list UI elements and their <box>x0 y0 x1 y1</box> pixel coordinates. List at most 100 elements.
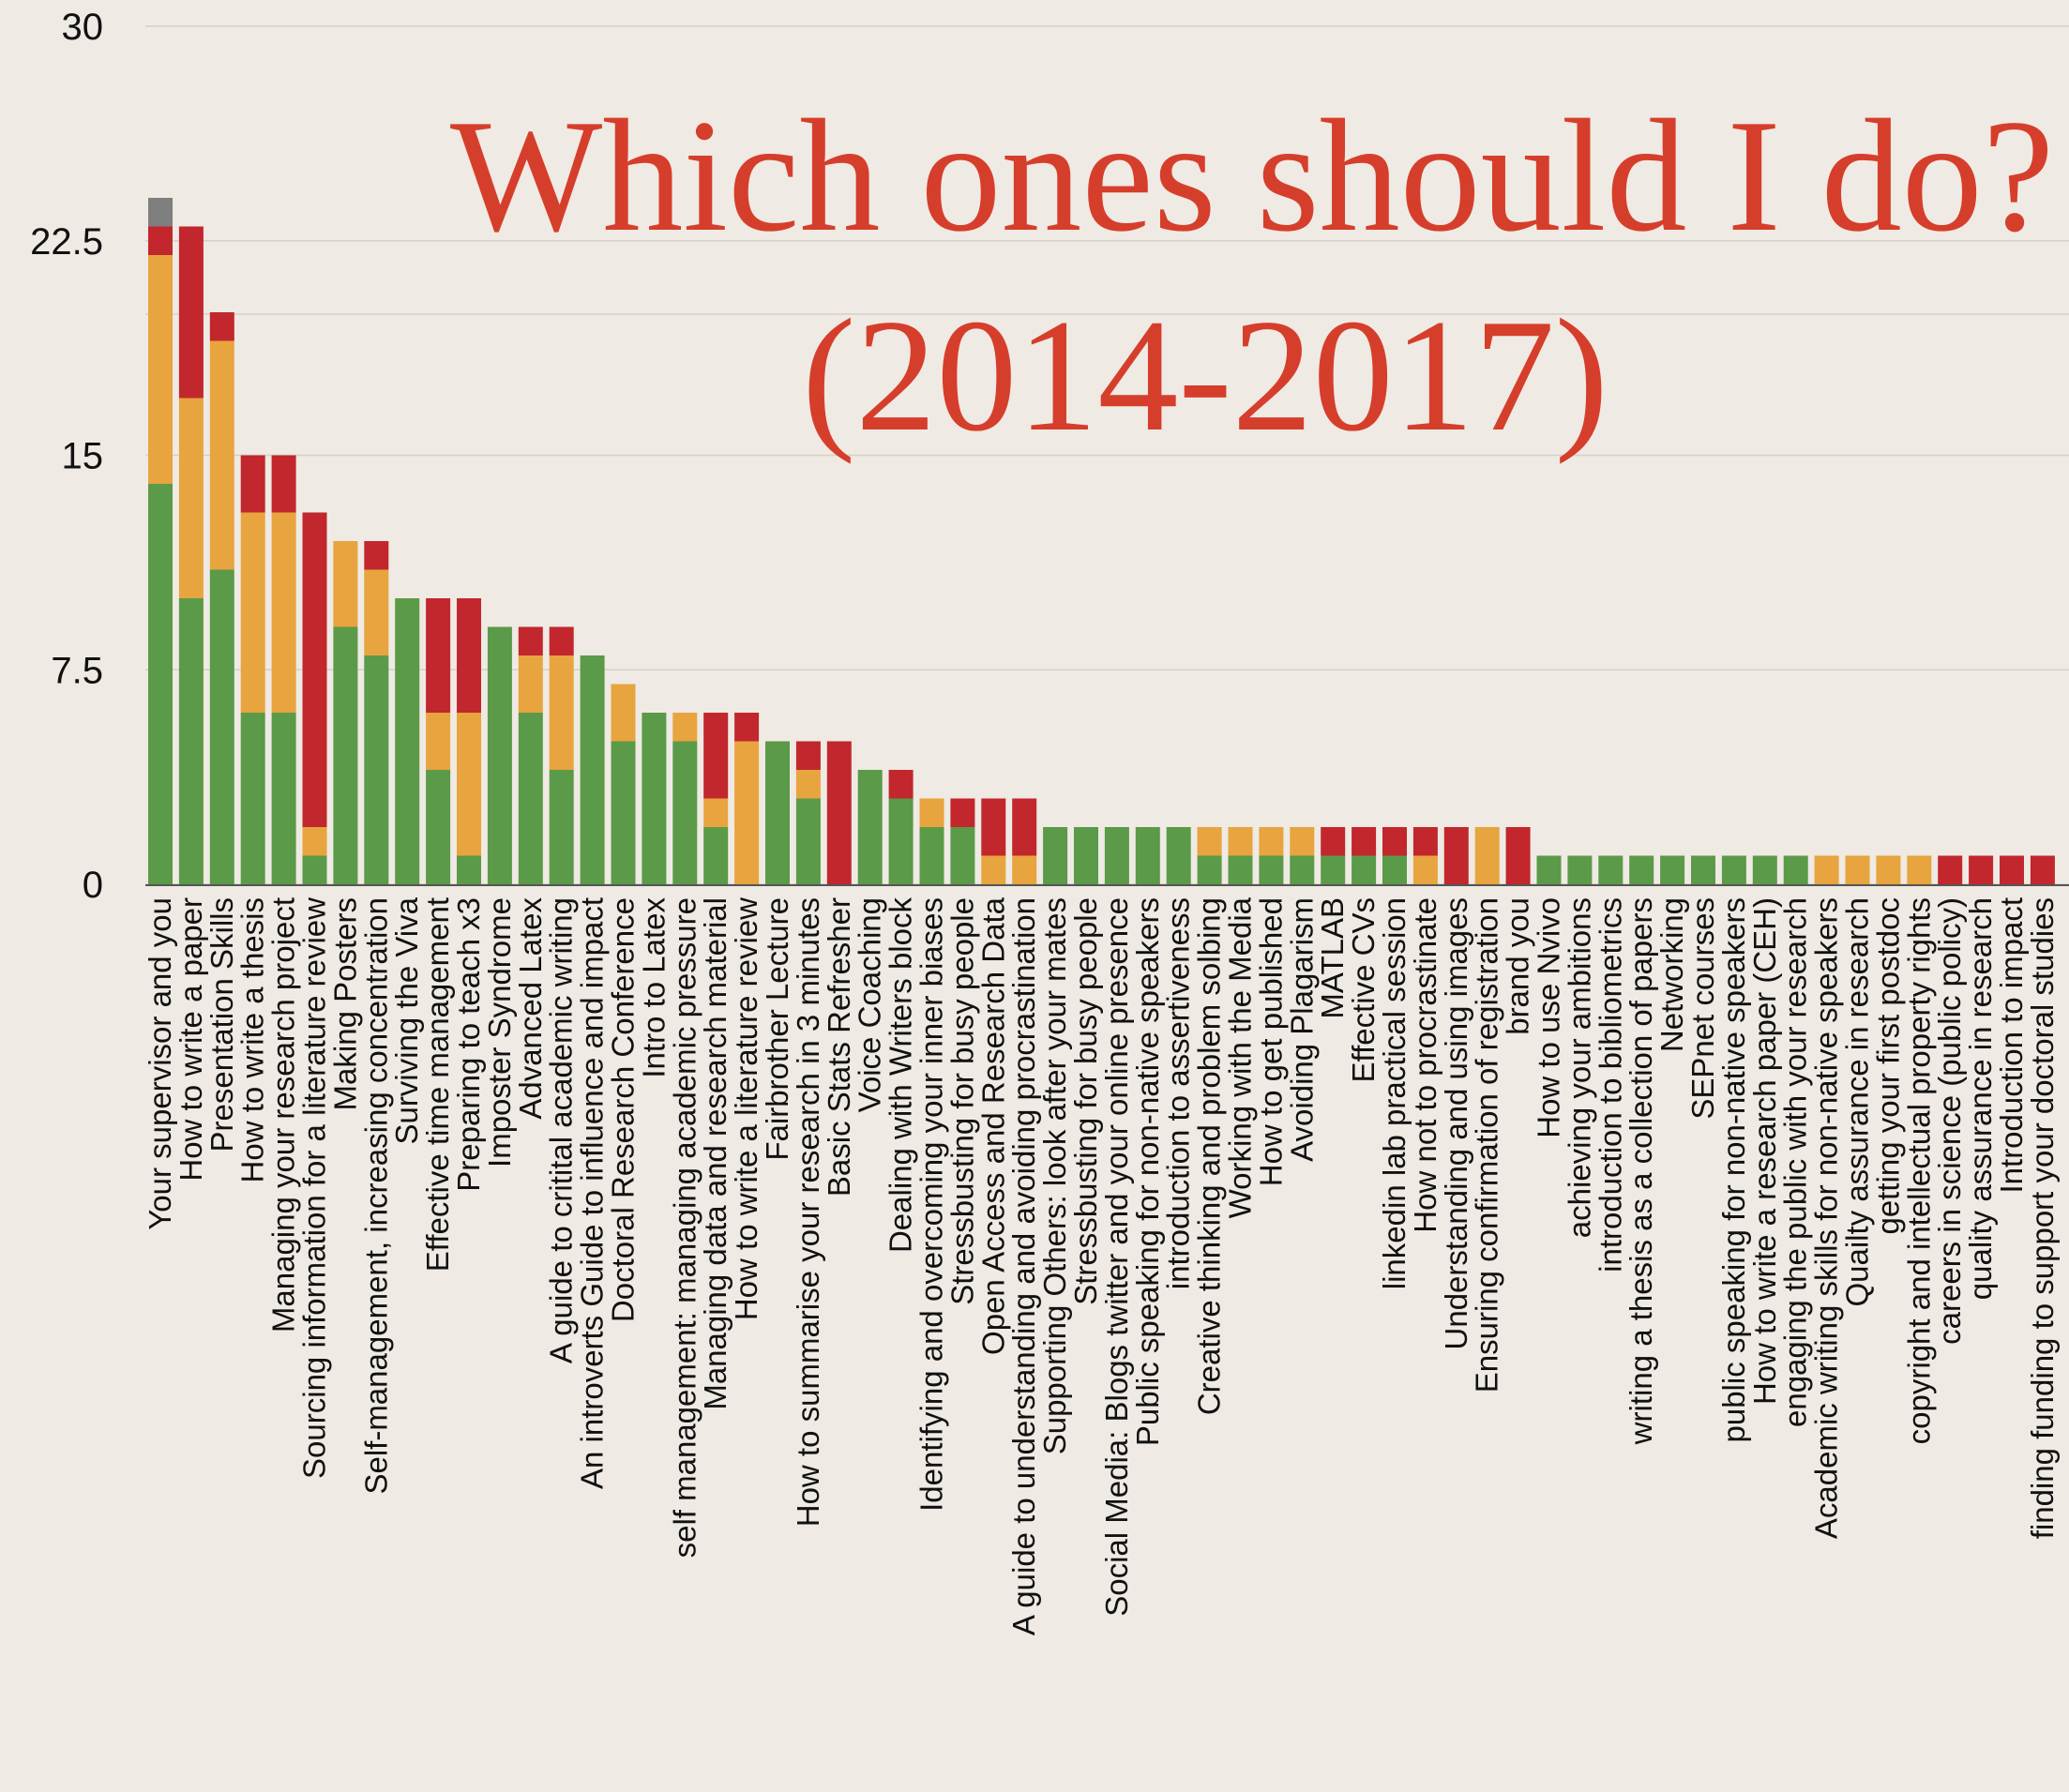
bar-segment-orange <box>734 741 760 884</box>
y-tick-label: 15 <box>62 436 104 477</box>
bar-segment-red <box>240 455 265 513</box>
bar-segment-orange <box>1845 855 1870 884</box>
x-tick-label: How to write a research paper (CEH) <box>1747 897 1782 1405</box>
bar-segment-green <box>1166 827 1191 884</box>
bar-segment-red <box>2030 855 2055 884</box>
bar-segment-green <box>1197 855 1222 884</box>
x-tick-label: finding funding to support your doctoral… <box>2025 897 2060 1539</box>
x-tick-label: SEPnet courses <box>1685 897 1720 1120</box>
bar-segment-green <box>672 741 698 884</box>
x-tick-label: Supporting Others: look after your mates <box>1037 897 1072 1454</box>
bar-segment-green <box>148 484 173 884</box>
x-tick-label: MATLAB <box>1315 897 1350 1019</box>
bar-segment-orange <box>611 684 636 742</box>
bar-segment-green <box>1629 855 1654 884</box>
bar-segment-green <box>580 655 605 884</box>
bar-segment-green <box>1721 855 1746 884</box>
x-tick-label: linkedin lab practical session <box>1377 897 1412 1289</box>
bar-segment-red <box>1938 855 1963 884</box>
bar-segment-green <box>1135 827 1160 884</box>
bar-segment-green <box>209 569 234 884</box>
x-tick-label: Advanced Latex <box>513 897 548 1120</box>
bar-segment-orange <box>518 655 543 713</box>
bar-segment-red <box>950 798 975 827</box>
bar-segment-orange <box>1907 855 1932 884</box>
bar-segment-red <box>703 713 729 799</box>
bar-segment-green <box>240 713 265 884</box>
x-tick-label: Identifying and overcoming your inner bi… <box>914 897 949 1512</box>
bar-segment-red <box>518 626 543 655</box>
x-tick-label: Networking <box>1654 897 1689 1052</box>
bar-segment-green <box>333 626 358 884</box>
bar-segment-green <box>919 827 944 884</box>
bar-segment-red <box>457 598 481 713</box>
bar-segment-green <box>950 827 975 884</box>
bar-segment-green <box>642 713 667 884</box>
bar-segment-red <box>1352 827 1377 856</box>
x-tick-label: achieving your ambitions <box>1562 897 1596 1238</box>
x-tick-label: Self-management, increasing concentratio… <box>358 897 393 1495</box>
bar-segment-red <box>178 226 204 399</box>
x-tick-label: Surviving the Viva <box>389 896 424 1144</box>
x-tick-label: How to write a literature review <box>729 897 763 1320</box>
x-tick-label: Creative thinking and problem solbing <box>1192 897 1227 1415</box>
x-tick-label: Managing your research project <box>266 897 301 1333</box>
bar-segment-green <box>457 855 481 884</box>
bar-segment-green <box>1567 855 1593 884</box>
bar-segment-green <box>1043 827 1068 884</box>
bar-series <box>148 198 2055 884</box>
x-tick-label: public speaking for non-native speakers <box>1716 897 1751 1443</box>
bar-segment-orange <box>1012 855 1037 884</box>
x-tick-label: An introverts Guide to influence and imp… <box>575 897 610 1489</box>
chart-title-line-2: (2014-2017) <box>802 287 1608 465</box>
x-tick-label: Introduction to impact <box>1994 897 2029 1194</box>
bar-segment-red <box>1412 827 1438 856</box>
x-tick-label: Doctoral Research Conference <box>606 897 641 1322</box>
x-tick-label: Avoiding Plagarism <box>1284 897 1319 1162</box>
bar-segment-orange <box>209 340 234 570</box>
x-tick-label: Managing data and research material <box>698 897 732 1410</box>
bar-segment-orange <box>1259 827 1284 856</box>
bar-segment-green <box>1104 827 1129 884</box>
x-tick-label: Stressbusting for busy people <box>944 897 979 1305</box>
y-tick-label: 7.5 <box>51 650 103 691</box>
y-tick-label: 30 <box>62 7 104 48</box>
x-tick-label: Voice Coaching <box>853 897 887 1112</box>
bar-segment-green <box>1228 855 1253 884</box>
bar-segment-green <box>487 626 512 884</box>
bar-segment-red <box>302 512 327 827</box>
bar-segment-orange <box>271 512 296 713</box>
bar-segment-orange <box>302 827 327 856</box>
bar-segment-orange <box>549 655 574 770</box>
bar-segment-orange <box>1474 827 1500 884</box>
x-tick-label: getting your first postdoc <box>1870 897 1905 1235</box>
bar-segment-green <box>703 827 729 884</box>
bar-segment-green <box>395 598 420 884</box>
bar-segment-red <box>148 226 173 255</box>
bar-segment-red <box>426 598 451 713</box>
chart-title-line-1: Which ones should I do? <box>450 87 2054 265</box>
x-tick-label: Sourcing information for a literature re… <box>297 897 332 1479</box>
x-tick-label: Stressbusting for busy people <box>1068 897 1103 1305</box>
x-tick-label: Effective time management <box>420 897 455 1272</box>
bar-segment-red <box>1012 798 1037 856</box>
bar-segment-green <box>1783 855 1808 884</box>
bar-segment-green <box>1352 855 1377 884</box>
bar-segment-orange <box>364 569 389 655</box>
x-tick-label: Making Posters <box>327 897 362 1110</box>
bar-segment-red <box>2000 855 2024 884</box>
x-tick-label: Fairbrother Lecture <box>760 897 794 1161</box>
bar-segment-green <box>1598 855 1623 884</box>
x-tick-label: Public speaking for non-native speakers <box>1130 897 1165 1446</box>
x-tick-label: How to write a thesis <box>235 897 270 1182</box>
x-tick-label: Ensuring confirmation of registration <box>1470 897 1504 1393</box>
x-tick-label: Intro to Latex <box>636 897 671 1078</box>
bar-segment-green <box>1321 855 1346 884</box>
bar-segment-green <box>1290 855 1315 884</box>
bar-segment-orange <box>426 713 451 770</box>
x-tick-label: copyright and intellectual property righ… <box>1901 897 1936 1444</box>
bar-segment-red <box>888 770 914 799</box>
bar-segment-red <box>271 455 296 513</box>
bar-segment-red <box>734 713 760 742</box>
